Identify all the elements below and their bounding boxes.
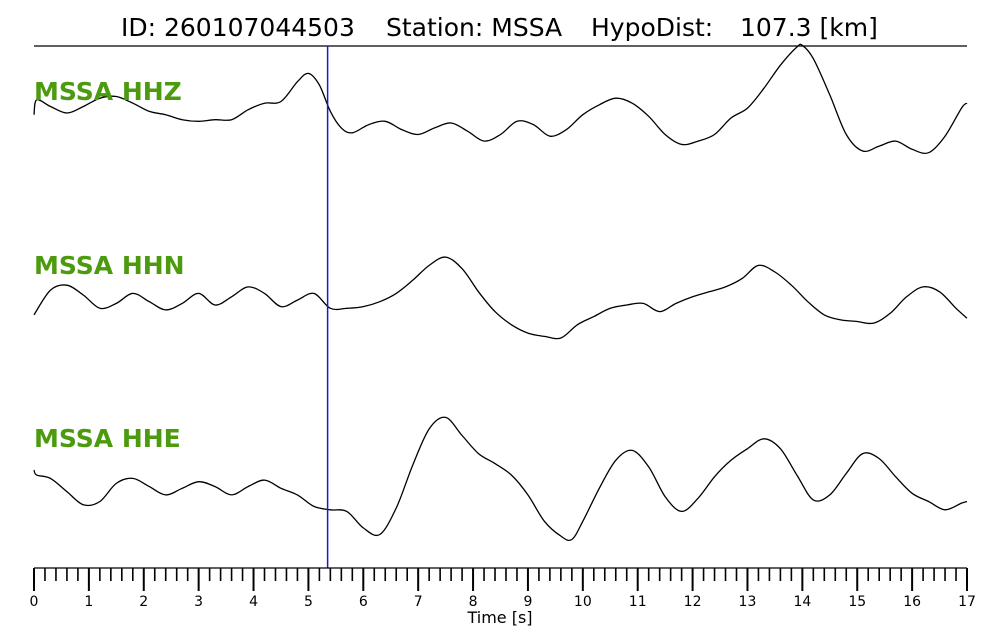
trace-mssa-hhn	[33, 256, 968, 340]
trace-mssa-hhe	[33, 416, 968, 542]
x-tick-label: 9	[523, 594, 532, 610]
channel-label-hhz: MSSA HHZ	[34, 77, 182, 106]
x-tick-label: 17	[958, 594, 976, 610]
x-tick-label: 13	[739, 594, 757, 610]
x-tick-label: 8	[469, 594, 478, 610]
x-tick-label: 11	[629, 594, 647, 610]
plot-title-station: Station: MSSA	[386, 13, 562, 42]
x-tick-label: 12	[684, 594, 702, 610]
x-tick-label: 15	[848, 594, 866, 610]
channel-label-hhn: MSSA HHN	[34, 251, 185, 280]
x-tick-label: 10	[574, 594, 592, 610]
plot-title-hypodist-value: 107.3 [km]	[740, 13, 878, 42]
x-tick-label: 4	[249, 594, 258, 610]
x-tick-label: 2	[139, 594, 148, 610]
x-tick-label: 14	[793, 594, 811, 610]
plot-title-id: ID: 260107044503	[121, 13, 355, 42]
x-tick-label: 1	[84, 594, 93, 610]
trace-group	[33, 43, 968, 542]
channel-label-hhe: MSSA HHE	[34, 424, 181, 453]
trace-mssa-hhz	[33, 43, 968, 154]
plot-title-hypodist-label: HypoDist:	[591, 13, 713, 42]
x-tick-label: 0	[30, 594, 39, 610]
x-axis-ticks: 0 1 2 3 4 5 6 7 8 9 10 11 12 13 14 15 16 17	[30, 568, 976, 610]
x-tick-label: 3	[194, 594, 203, 610]
x-axis-label: Time [s]	[466, 608, 532, 627]
x-tick-label: 16	[903, 594, 921, 610]
x-tick-label: 6	[359, 594, 368, 610]
x-tick-label: 5	[304, 594, 313, 610]
x-tick-label: 7	[414, 594, 423, 610]
